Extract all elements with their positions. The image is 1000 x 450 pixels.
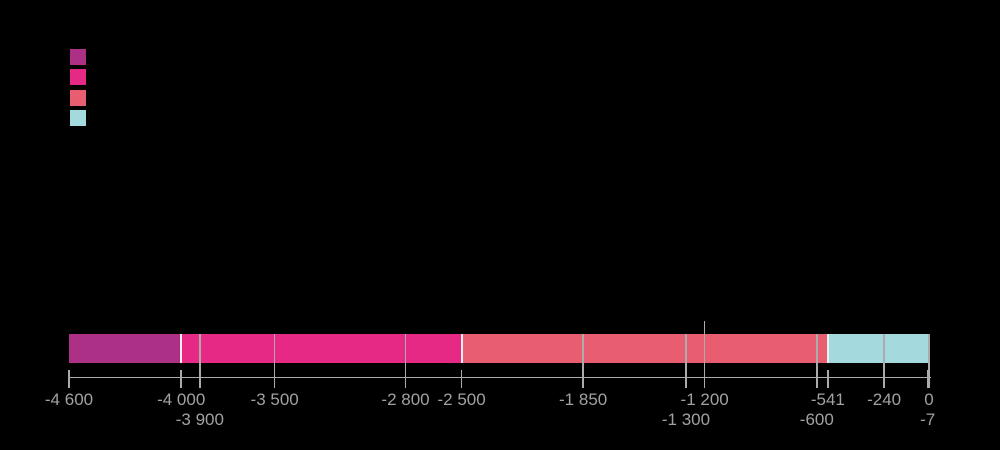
bar-segment-2: [181, 334, 462, 363]
gridline--3500: [273, 334, 276, 388]
axis-label--3900: -3 900: [175, 410, 224, 429]
axis-line: [69, 376, 931, 378]
axis-tick-0: [928, 370, 930, 388]
gridline--1200: [703, 321, 706, 388]
segment-separator--2500: [460, 334, 463, 363]
axis-label-0: 0: [924, 390, 934, 409]
axis-tick--7: [926, 370, 929, 388]
axis-tick--1850: [582, 370, 584, 388]
axis-label--2800: -2 800: [381, 390, 430, 409]
axis-tick--1200: [703, 370, 706, 388]
bar-segment-1: [69, 334, 182, 363]
axis-label--541: -541: [810, 390, 845, 409]
axis-label--4000: -4 000: [157, 390, 206, 409]
era-3-swatch: [70, 89, 86, 106]
gridline-0: [928, 334, 930, 388]
bar-segment-4: [827, 334, 929, 363]
axis-tick--541: [827, 370, 829, 388]
gridline--2800: [404, 334, 407, 388]
axis-tick--240: [883, 370, 885, 388]
gridline--600: [816, 334, 818, 388]
axis-tick--2800: [404, 370, 407, 388]
era-4-swatch: [70, 109, 86, 126]
gridline--1850: [582, 334, 584, 388]
era-1-swatch: [70, 49, 86, 65]
axis-label--1200: -1 200: [680, 390, 729, 409]
bar-segment-3: [461, 334, 828, 363]
axis-tick--2500: [460, 370, 463, 388]
axis-tick--4000: [180, 370, 182, 388]
axis-tick--600: [816, 370, 818, 388]
era-2-swatch: [70, 69, 86, 86]
gridline--1300: [685, 334, 687, 388]
axis-tick--1300: [685, 370, 687, 388]
axis-label--1300: -1 300: [661, 410, 711, 429]
gridline--3900: [199, 334, 201, 388]
axis-tick--3900: [199, 370, 201, 388]
gridline--240: [883, 334, 885, 388]
segment-separator--4000: [180, 334, 183, 363]
axis-tick--3500: [273, 370, 276, 388]
axis-label--7: -7: [920, 410, 936, 429]
axis-label--240: -240: [867, 390, 902, 409]
axis-label--1850: -1 850: [559, 390, 608, 409]
axis-label--4600: -4 600: [44, 390, 94, 409]
segment-separator--541: [826, 334, 829, 363]
axis-tick--4600: [68, 370, 70, 388]
axis-label--3500: -3 500: [250, 390, 299, 409]
axis-label--2500: -2 500: [437, 390, 486, 409]
axis-label--600: -600: [799, 410, 834, 429]
